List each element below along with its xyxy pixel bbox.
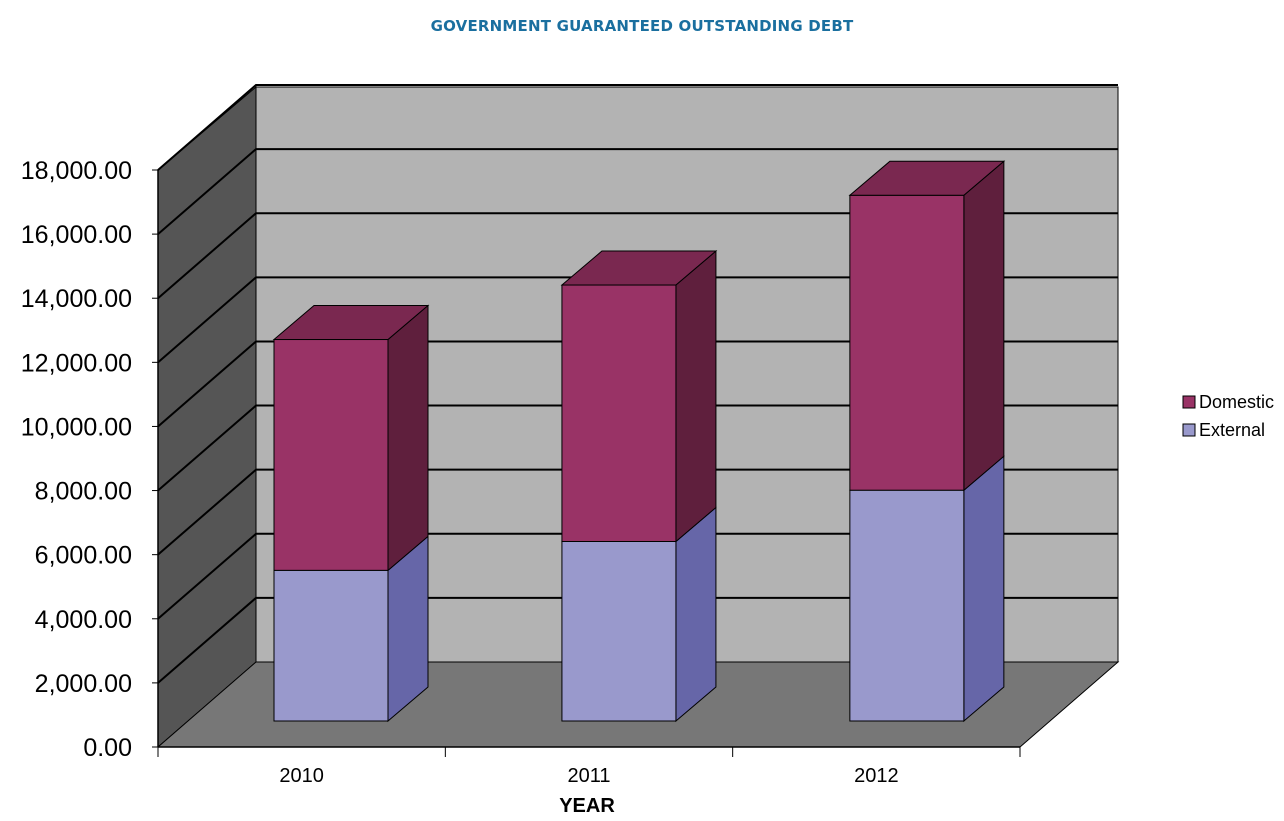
- gridline: [157, 84, 1118, 171]
- bar-side-domestic-2010: [387, 304, 429, 572]
- gridlines: [157, 84, 1118, 684]
- gridline: [157, 340, 1118, 428]
- gridline: [157, 276, 1118, 364]
- y-tick-label: 12,000.00: [21, 349, 132, 377]
- bar-side-domestic-2011: [675, 249, 717, 543]
- y-axis-ticks: 0.00 2,000.00 4,000.00 6,000.00 8,000.00 10,0…: [21, 157, 158, 762]
- bars: [272, 160, 1006, 723]
- axes: [157, 170, 1020, 748]
- bar-top-2011: [560, 250, 718, 286]
- y-tick-label: 10,000.00: [21, 413, 132, 441]
- x-axis-ticks: 2010 2011 2012: [157, 747, 1021, 787]
- bar-top-2012: [848, 160, 1006, 196]
- bar-top-2010: [272, 305, 430, 341]
- bar-side-external-2012: [963, 455, 1005, 723]
- chart-title: GOVERNMENT GUARANTEED OUTSTANDING DEBT: [430, 17, 854, 35]
- gridline: [157, 404, 1118, 492]
- x-tick-label: 2012: [854, 765, 899, 787]
- bar-external-2010: [273, 569, 389, 722]
- bar-domestic-2012: [849, 194, 965, 491]
- bar-external-2012: [849, 489, 965, 722]
- bar-domestic-2010: [273, 339, 389, 571]
- y-tick-label: 18,000.00: [21, 157, 132, 185]
- bar-side-domestic-2012: [963, 160, 1005, 492]
- y-tick-label: 0.00: [83, 734, 132, 762]
- gridline: [157, 596, 1118, 684]
- legend-swatch-domestic: [1182, 395, 1196, 409]
- y-tick-label: 4,000.00: [35, 606, 132, 634]
- y-tick-label: 2,000.00: [35, 670, 132, 698]
- x-axis-title: YEAR: [559, 795, 615, 817]
- bar-stack-2012: [848, 160, 1006, 723]
- bar-external-2011: [561, 540, 677, 722]
- gridline: [157, 148, 1118, 235]
- bar-side-external-2011: [675, 506, 717, 723]
- x-tick-label: 2010: [279, 765, 324, 787]
- y-tick-label: 8,000.00: [35, 478, 132, 506]
- gridline: [157, 212, 1118, 299]
- bar-domestic-2011: [561, 284, 677, 542]
- y-tick-label: 6,000.00: [35, 542, 132, 570]
- legend: Domestic External: [1182, 392, 1274, 440]
- gridline: [157, 532, 1118, 620]
- legend-swatch-external: [1182, 423, 1196, 437]
- y-tick-label: 16,000.00: [21, 221, 132, 249]
- y-tick-label: 14,000.00: [21, 285, 132, 313]
- x-tick-label: 2011: [567, 765, 610, 787]
- bar-stack-2010: [272, 304, 430, 723]
- bar-stack-2011: [560, 249, 718, 723]
- legend-label-external: External: [1199, 420, 1265, 440]
- gridline: [157, 468, 1118, 556]
- legend-label-domestic: Domestic: [1199, 392, 1274, 412]
